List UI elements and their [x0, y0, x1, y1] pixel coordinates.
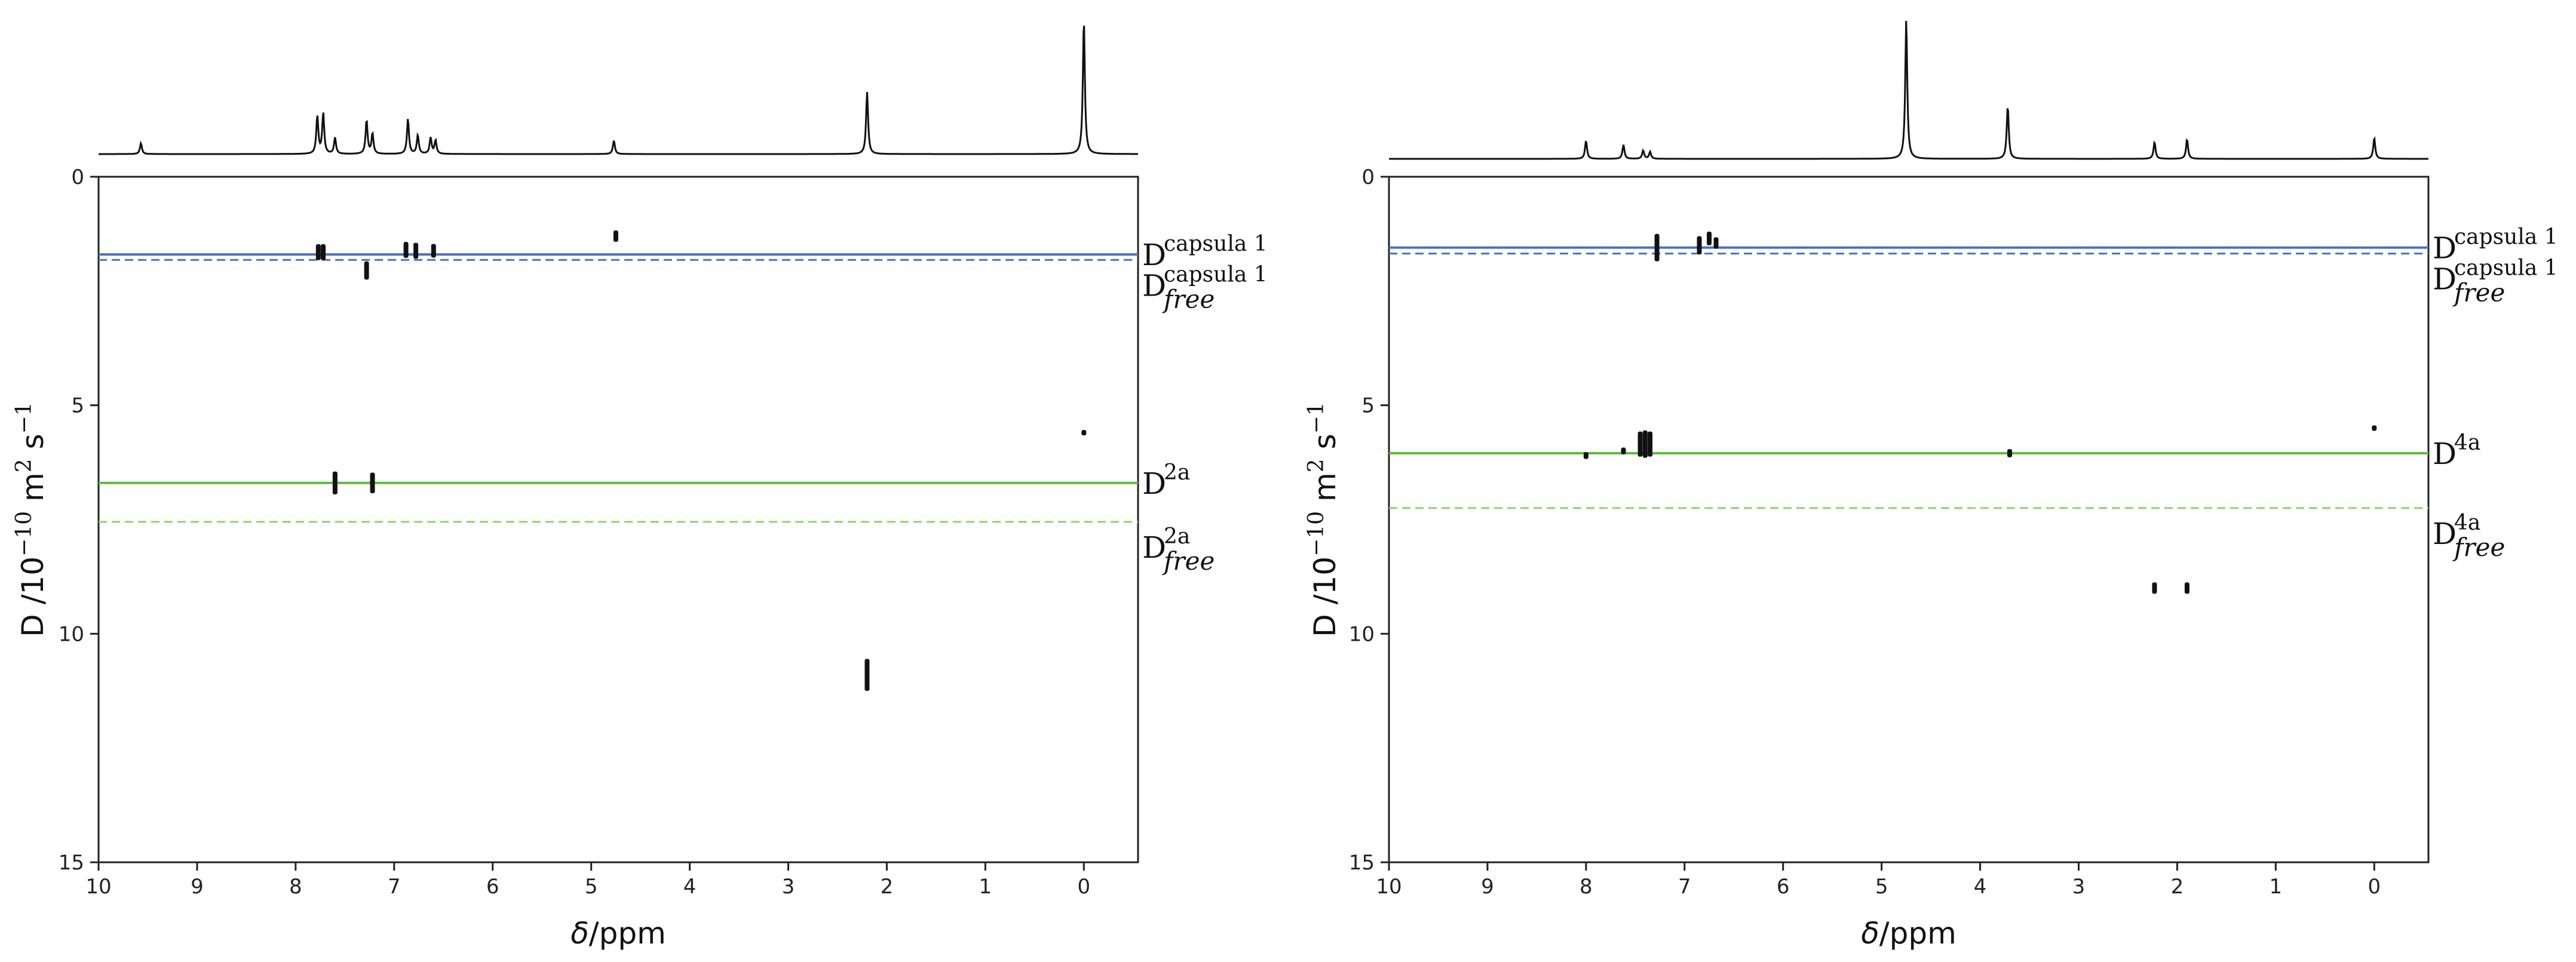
- contour-peak: [1707, 231, 1712, 245]
- line-annotation-2a-free: D2a free: [1142, 524, 1215, 576]
- x-tick-label: 8: [1580, 875, 1593, 899]
- y-tick-label: 10: [59, 622, 84, 646]
- y-tick-label: 15: [59, 851, 84, 875]
- contour-peak: [403, 242, 409, 258]
- left-plot-frame: [97, 176, 1139, 863]
- y-tick-label: 10: [1349, 622, 1375, 646]
- right-reference-lines: [1389, 246, 2428, 509]
- contour-peak: [1637, 431, 1643, 457]
- contour-peak: [370, 472, 375, 493]
- y-tick-label: 0: [1361, 165, 1375, 189]
- left-x-axis-ticks: 10 9 8 7 6 5 4 3 2 1 0: [85, 862, 1090, 899]
- x-tick-label: 0: [2368, 875, 2381, 899]
- contour-peak: [1621, 447, 1626, 454]
- contour-peak: [2007, 449, 2013, 457]
- y-tick-label: 0: [71, 165, 84, 189]
- contour-peak: [1648, 431, 1653, 457]
- left-contour-peaks: [315, 230, 1087, 691]
- right-plot-frame: [1388, 176, 2430, 863]
- x-tick-label: 6: [486, 875, 499, 899]
- left-y-axis-ticks: 0 5 10 15: [59, 165, 99, 875]
- x-tick-label: 3: [782, 875, 795, 899]
- right-y-axis-ticks: 0 5 10 15: [1349, 165, 1389, 875]
- contour-peak: [431, 244, 436, 258]
- x-tick-label: 5: [1875, 875, 1888, 899]
- x-tick-label: 4: [1974, 875, 1987, 899]
- line-annotation-capsula-1-free: Dcapsula 1 free: [1142, 262, 1268, 314]
- x-tick-label: 3: [2072, 875, 2086, 899]
- x-tick-label: 7: [1678, 875, 1691, 899]
- line-annotation-capsula-1: Dcapsula 1: [1142, 232, 1268, 272]
- x-tick-label: 0: [1077, 875, 1090, 899]
- x-tick-label: 1: [979, 875, 992, 899]
- x-tick-label: 8: [289, 875, 302, 899]
- x-tick-label: 2: [881, 875, 894, 899]
- contour-peak: [2372, 425, 2377, 431]
- x-tick-label: 9: [191, 875, 204, 899]
- y-tick-label: 15: [1349, 851, 1375, 875]
- y-tick-label: 5: [1361, 394, 1375, 418]
- x-tick-label: 2: [2171, 875, 2184, 899]
- contour-peak: [321, 244, 326, 260]
- x-tick-label: 7: [388, 875, 401, 899]
- right-x-axis-ticks: 10 9 8 7 6 5 4 3 2 1 0: [1376, 862, 2381, 899]
- spectrum-trace: [1389, 20, 2428, 160]
- contour-peak: [1713, 237, 1719, 249]
- right-x-axis-label: δ/ppm: [1861, 916, 1956, 951]
- y-tick-label: 5: [71, 394, 84, 418]
- contour-peak: [413, 242, 419, 259]
- contour-peak: [364, 261, 369, 280]
- left-reference-lines: [99, 253, 1138, 523]
- contour-peak: [1642, 430, 1648, 458]
- contour-peak: [2152, 582, 2157, 594]
- contour-peak: [864, 659, 870, 691]
- contour-peak: [1697, 236, 1702, 255]
- contour-peak: [1081, 429, 1087, 436]
- x-tick-label: 9: [1481, 875, 1494, 899]
- x-tick-label: 10: [1376, 875, 1402, 899]
- left-1d-spectrum: [99, 25, 1138, 155]
- contour-peak: [1583, 452, 1588, 459]
- contour-peak: [332, 471, 338, 494]
- right-y-axis-label: D /10−10 m2 s−1: [1304, 402, 1342, 637]
- x-tick-label: 1: [2270, 875, 2283, 899]
- contour-peak: [1654, 233, 1660, 262]
- line-annotation-capsula-1: Dcapsula 1: [2433, 225, 2558, 266]
- x-tick-label: 10: [85, 875, 111, 899]
- line-annotation-4a-free: D4a free: [2433, 511, 2505, 562]
- right-contour-peaks: [1583, 231, 2377, 594]
- x-tick-label: 6: [1777, 875, 1790, 899]
- left-y-axis-label: D /10−10 m2 s−1: [12, 402, 50, 637]
- left-x-axis-label: δ/ppm: [571, 916, 666, 951]
- line-annotation-2a: D2a: [1142, 460, 1190, 501]
- x-tick-label: 4: [683, 875, 697, 899]
- x-tick-label: 5: [585, 875, 598, 899]
- line-annotation-4a: D4a: [2433, 431, 2480, 471]
- line-annotation-capsula-1-free: Dcapsula 1 free: [2433, 256, 2558, 308]
- contour-peak: [315, 244, 321, 260]
- spectrum-trace: [99, 25, 1138, 155]
- contour-peak: [613, 230, 618, 242]
- contour-peak: [2184, 582, 2189, 594]
- right-1d-spectrum: [1389, 20, 2428, 160]
